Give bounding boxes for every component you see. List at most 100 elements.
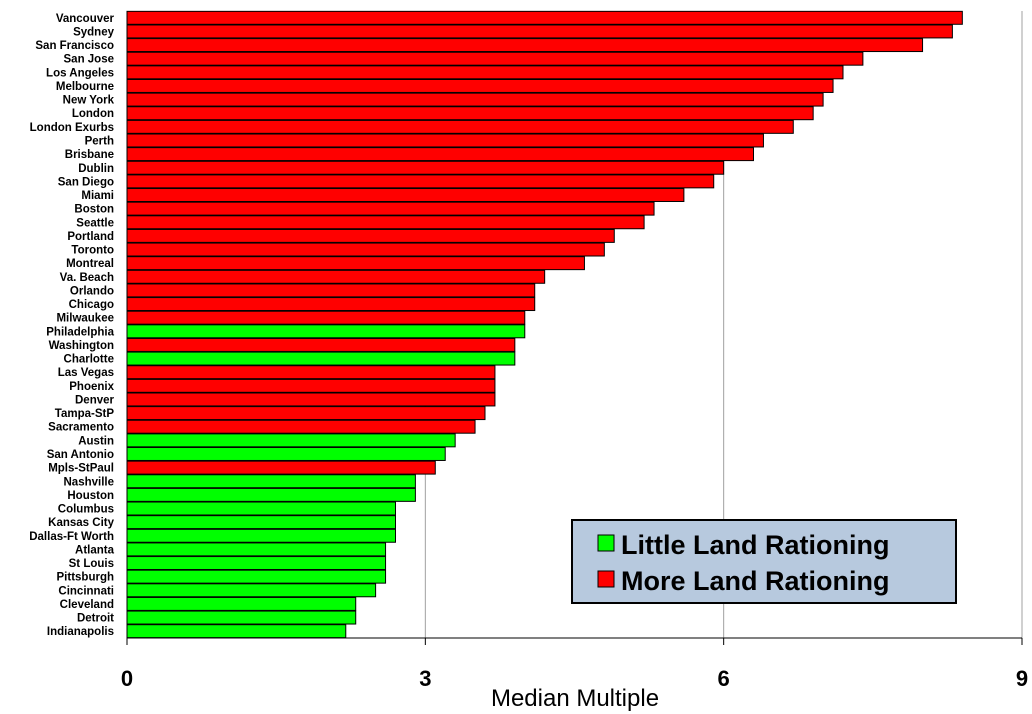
category-label-nashville: Nashville: [64, 476, 115, 488]
category-label-cincinnati: Cincinnati: [58, 585, 114, 597]
category-label-phoenix: Phoenix: [69, 381, 114, 393]
category-label-san-jose: San Jose: [64, 54, 115, 66]
bar-pittsburgh: [126, 569, 387, 584]
category-label-st-louis: St Louis: [69, 558, 114, 570]
category-label-columbus: Columbus: [58, 504, 114, 516]
category-label-dallas-ft-worth: Dallas-Ft Worth: [29, 531, 114, 543]
x-tick-label-9: 9: [1016, 666, 1028, 691]
category-label-charlotte: Charlotte: [64, 354, 114, 366]
legend-swatch-more-land-rationing: [597, 570, 615, 588]
bar-portland: [126, 228, 615, 243]
category-label-miami: Miami: [81, 190, 114, 202]
bar-detroit: [126, 610, 357, 625]
category-label-washington: Washington: [49, 340, 114, 352]
legend-box: [571, 519, 957, 604]
bar-indianapolis: [126, 624, 347, 639]
bar-mpls-stpaul: [126, 460, 436, 475]
bar-perth: [126, 133, 764, 148]
category-label-london: London: [72, 108, 114, 120]
category-label-sacramento: Sacramento: [48, 422, 114, 434]
bar-cincinnati: [126, 583, 377, 598]
category-label-orlando: Orlando: [70, 285, 114, 297]
category-label-austin: Austin: [78, 435, 114, 447]
category-label-san-diego: San Diego: [58, 176, 114, 188]
category-label-brisbane: Brisbane: [65, 149, 114, 161]
bar-columbus: [126, 501, 396, 516]
x-tick-label-3: 3: [419, 666, 431, 691]
category-label-milwaukee: Milwaukee: [56, 313, 114, 325]
x-axis-title: Median Multiple: [491, 685, 659, 712]
bar-miami: [126, 188, 685, 202]
bar-montreal: [126, 256, 585, 271]
category-label-boston: Boston: [74, 204, 114, 216]
bar-sacramento: [126, 419, 476, 434]
bar-las-vegas: [126, 365, 496, 380]
bar-los-angeles: [126, 65, 844, 80]
bar-london: [126, 106, 814, 121]
category-label-philadelphia: Philadelphia: [46, 326, 114, 338]
bar-charlotte: [126, 351, 516, 366]
bar-toronto: [126, 242, 605, 257]
legend: Little Land Rationing More Land Rationin…: [571, 519, 957, 604]
category-label-vancouver: Vancouver: [56, 13, 115, 25]
bar-seattle: [126, 215, 645, 230]
category-label-pittsburgh: Pittsburgh: [57, 572, 115, 584]
bar-philadelphia: [126, 324, 526, 339]
category-label-denver: Denver: [75, 394, 115, 406]
category-label-cleveland: Cleveland: [60, 599, 114, 611]
category-label-atlanta: Atlanta: [75, 544, 115, 556]
category-label-tampa-stp: Tampa-StP: [55, 408, 115, 420]
category-label-new-york: New York: [63, 95, 115, 107]
x-tick-label-6: 6: [718, 666, 730, 691]
bar-san-jose: [126, 51, 864, 66]
category-label-dublin: Dublin: [78, 163, 114, 175]
category-label-va-beach: Va. Beach: [60, 272, 114, 284]
bar-san-francisco: [126, 38, 924, 53]
bar-boston: [126, 201, 655, 216]
category-label-seattle: Seattle: [76, 217, 114, 229]
category-label-melbourne: Melbourne: [56, 81, 114, 93]
bar-tampa-stp: [126, 406, 486, 421]
bar-washington: [126, 337, 516, 352]
category-label-london-exurbs: London Exurbs: [30, 122, 114, 134]
legend-swatch-little-land-rationing: [597, 534, 615, 552]
category-label-mpls-stpaul: Mpls-StPaul: [48, 463, 114, 475]
x-axis-ticks: 0 3 6 9: [121, 638, 1028, 691]
bar-kansas-city: [126, 515, 396, 530]
bar-san-diego: [126, 174, 715, 189]
category-label-kansas-city: Kansas City: [48, 517, 114, 529]
legend-label-little-land-rationing: Little Land Rationing: [621, 530, 889, 560]
category-label-san-antonio: San Antonio: [47, 449, 114, 461]
bar-dallas-ft-worth: [126, 528, 396, 543]
category-label-perth: Perth: [85, 135, 114, 147]
category-label-detroit: Detroit: [77, 613, 114, 625]
category-label-indianapolis: Indianapolis: [47, 626, 114, 638]
bar-vancouver: [126, 10, 963, 25]
bar-milwaukee: [126, 310, 526, 325]
bar-san-antonio: [126, 447, 446, 461]
bar-va-beach: [126, 269, 546, 284]
bar-new-york: [126, 92, 824, 107]
category-label-los-angeles: Los Angeles: [46, 67, 114, 79]
category-label-toronto: Toronto: [71, 245, 114, 257]
bar-atlanta: [126, 542, 387, 557]
bar-melbourne: [126, 78, 834, 93]
bar-nashville: [126, 474, 416, 489]
bar-denver: [126, 392, 496, 407]
bar-sydney: [126, 24, 953, 39]
bar-cleveland: [126, 596, 357, 611]
bar-austin: [126, 433, 456, 448]
legend-label-more-land-rationing: More Land Rationing: [621, 566, 889, 596]
category-label-san-francisco: San Francisco: [35, 40, 114, 52]
bar-phoenix: [126, 378, 496, 393]
category-label-montreal: Montreal: [66, 258, 114, 270]
category-label-las-vegas: Las Vegas: [58, 367, 114, 379]
bar-dublin: [126, 160, 725, 175]
category-label-chicago: Chicago: [69, 299, 114, 311]
bar-orlando: [126, 283, 536, 298]
category-label-houston: Houston: [67, 490, 114, 502]
bar-london-exurbs: [126, 119, 794, 134]
x-tick-label-0: 0: [121, 666, 133, 691]
